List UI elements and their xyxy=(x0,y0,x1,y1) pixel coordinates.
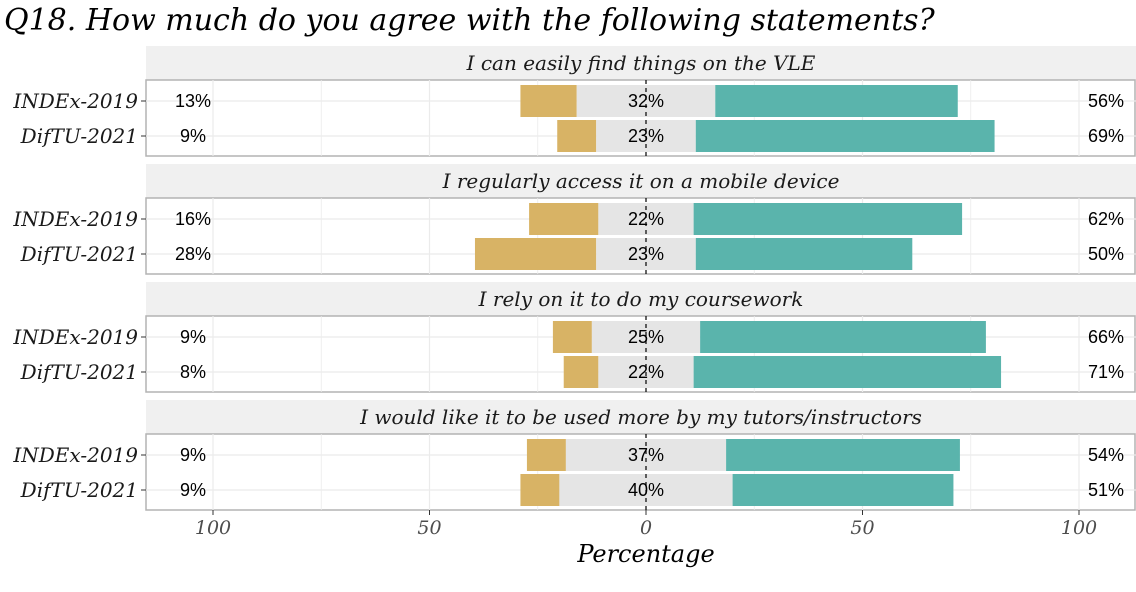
facet-strip-label: I can easily find things on the VLE xyxy=(466,51,816,75)
facet-strip-label: I rely on it to do my coursework xyxy=(478,287,804,311)
category-label: DifTU-2021 xyxy=(20,242,138,266)
x-axis: 100 50 0 50 100 xyxy=(195,510,1097,539)
category-label: INDEx-2019 xyxy=(12,89,138,113)
x-axis-label: Percentage xyxy=(576,540,714,568)
category-label: DifTU-2021 xyxy=(20,124,138,148)
label-disagree: 9% xyxy=(180,126,206,146)
label-neutral: 25% xyxy=(628,327,664,347)
facet-strip xyxy=(146,400,1136,434)
label-neutral: 22% xyxy=(628,209,664,229)
x-tick-label: 100 xyxy=(1061,517,1097,539)
label-agree: 69% xyxy=(1088,126,1124,146)
bar-disagree xyxy=(474,238,597,270)
bar-agree xyxy=(715,85,958,117)
bar-disagree xyxy=(520,85,577,117)
label-agree: 66% xyxy=(1088,327,1124,347)
facet-panels: I can easily find things on the VLE 13% 32… xyxy=(12,46,1136,511)
facet-strip xyxy=(146,282,1136,316)
facet-strip xyxy=(146,164,1136,198)
label-disagree: 9% xyxy=(180,327,206,347)
category-label: INDEx-2019 xyxy=(12,325,138,349)
x-tick-label: 50 xyxy=(417,517,441,539)
label-disagree: 8% xyxy=(180,362,206,382)
label-agree: 62% xyxy=(1088,209,1124,229)
facet-panel: I would like it to be used more by my tu… xyxy=(12,400,1136,511)
label-agree: 51% xyxy=(1088,480,1124,500)
category-label: DifTU-2021 xyxy=(20,360,138,384)
label-neutral: 37% xyxy=(628,445,664,465)
bar-disagree xyxy=(526,439,566,471)
label-neutral: 32% xyxy=(628,91,664,111)
chart-title: Q18. How much do you agree with the foll… xyxy=(4,3,936,38)
facet-strip-label: I regularly access it on a mobile device xyxy=(442,169,840,193)
bar-disagree xyxy=(557,120,597,152)
x-tick-label: 0 xyxy=(640,517,652,539)
category-label: INDEx-2019 xyxy=(12,443,138,467)
label-agree: 50% xyxy=(1088,244,1124,264)
bar-disagree xyxy=(520,474,560,506)
label-agree: 56% xyxy=(1088,91,1124,111)
label-disagree: 9% xyxy=(180,445,206,465)
bar-disagree xyxy=(552,321,592,353)
bar-agree xyxy=(693,356,1002,388)
bar-disagree xyxy=(563,356,599,388)
bar-disagree xyxy=(529,203,599,235)
label-agree: 71% xyxy=(1088,362,1124,382)
x-tick-label: 50 xyxy=(850,517,874,539)
label-disagree: 13% xyxy=(175,91,211,111)
bar-agree xyxy=(695,120,995,152)
bar-agree xyxy=(732,474,954,506)
label-agree: 54% xyxy=(1088,445,1124,465)
bar-agree xyxy=(695,238,913,270)
label-disagree: 28% xyxy=(175,244,211,264)
facet-strip-label: I would like it to be used more by my tu… xyxy=(359,405,922,429)
x-tick-label: 100 xyxy=(195,517,231,539)
facet-panel: I can easily find things on the VLE 13% 32… xyxy=(12,46,1136,157)
bar-agree xyxy=(700,321,986,353)
label-disagree: 9% xyxy=(180,480,206,500)
facet-strip xyxy=(146,46,1136,80)
category-label: INDEx-2019 xyxy=(12,207,138,231)
facet-panel: I regularly access it on a mobile device… xyxy=(12,164,1136,275)
category-label: DifTU-2021 xyxy=(20,478,138,502)
label-disagree: 16% xyxy=(175,209,211,229)
facet-panel: I rely on it to do my coursework 9% 25% 66%… xyxy=(12,282,1136,393)
bar-agree xyxy=(726,439,960,471)
bar-agree xyxy=(693,203,963,235)
